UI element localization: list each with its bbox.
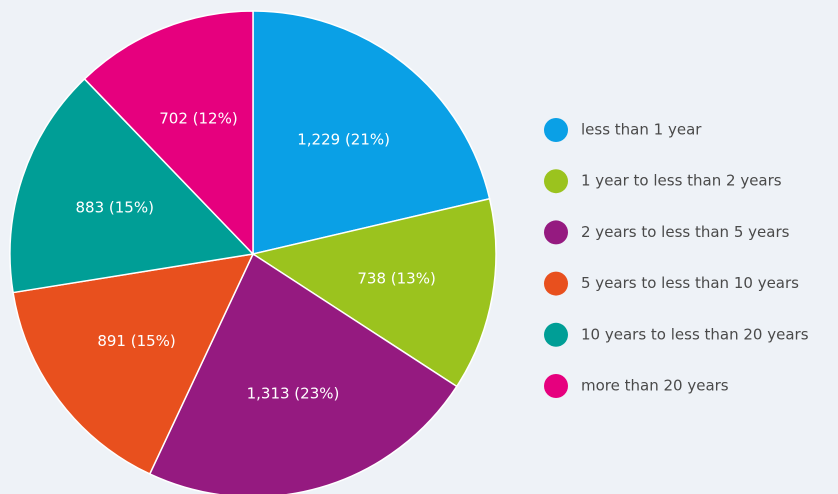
pie-slice (148, 252, 458, 494)
slice-label: 891 (15%) (97, 332, 175, 350)
legend-swatch (544, 118, 568, 142)
legend-label: 2 years to less than 5 years (581, 223, 790, 241)
legend-label: 1 year to less than 2 years (581, 172, 782, 190)
slice-label: 702 (12%) (159, 109, 237, 127)
slice-label: 883 (15%) (75, 198, 153, 216)
pie-slice (251, 197, 497, 388)
legend-swatch (544, 322, 568, 347)
pie-slice (252, 10, 491, 255)
legend-swatch (544, 271, 568, 296)
legend-label: less than 1 year (581, 121, 702, 139)
slice-label: 738 (13%) (357, 270, 435, 288)
legend-label: 10 years to less than 20 years (581, 325, 809, 343)
pie-slice (83, 10, 254, 256)
legend-swatch (544, 220, 568, 245)
slice-label: 1,229 (21%) (297, 130, 390, 148)
legend-swatch (544, 374, 568, 398)
legend-swatch (544, 169, 568, 194)
pie-slice (12, 253, 255, 475)
slice-label: 1,313 (23%) (247, 385, 340, 403)
legend-label: more than 20 years (581, 377, 729, 395)
pie-slice (9, 77, 255, 294)
legend-label: 5 years to less than 10 years (581, 274, 799, 292)
